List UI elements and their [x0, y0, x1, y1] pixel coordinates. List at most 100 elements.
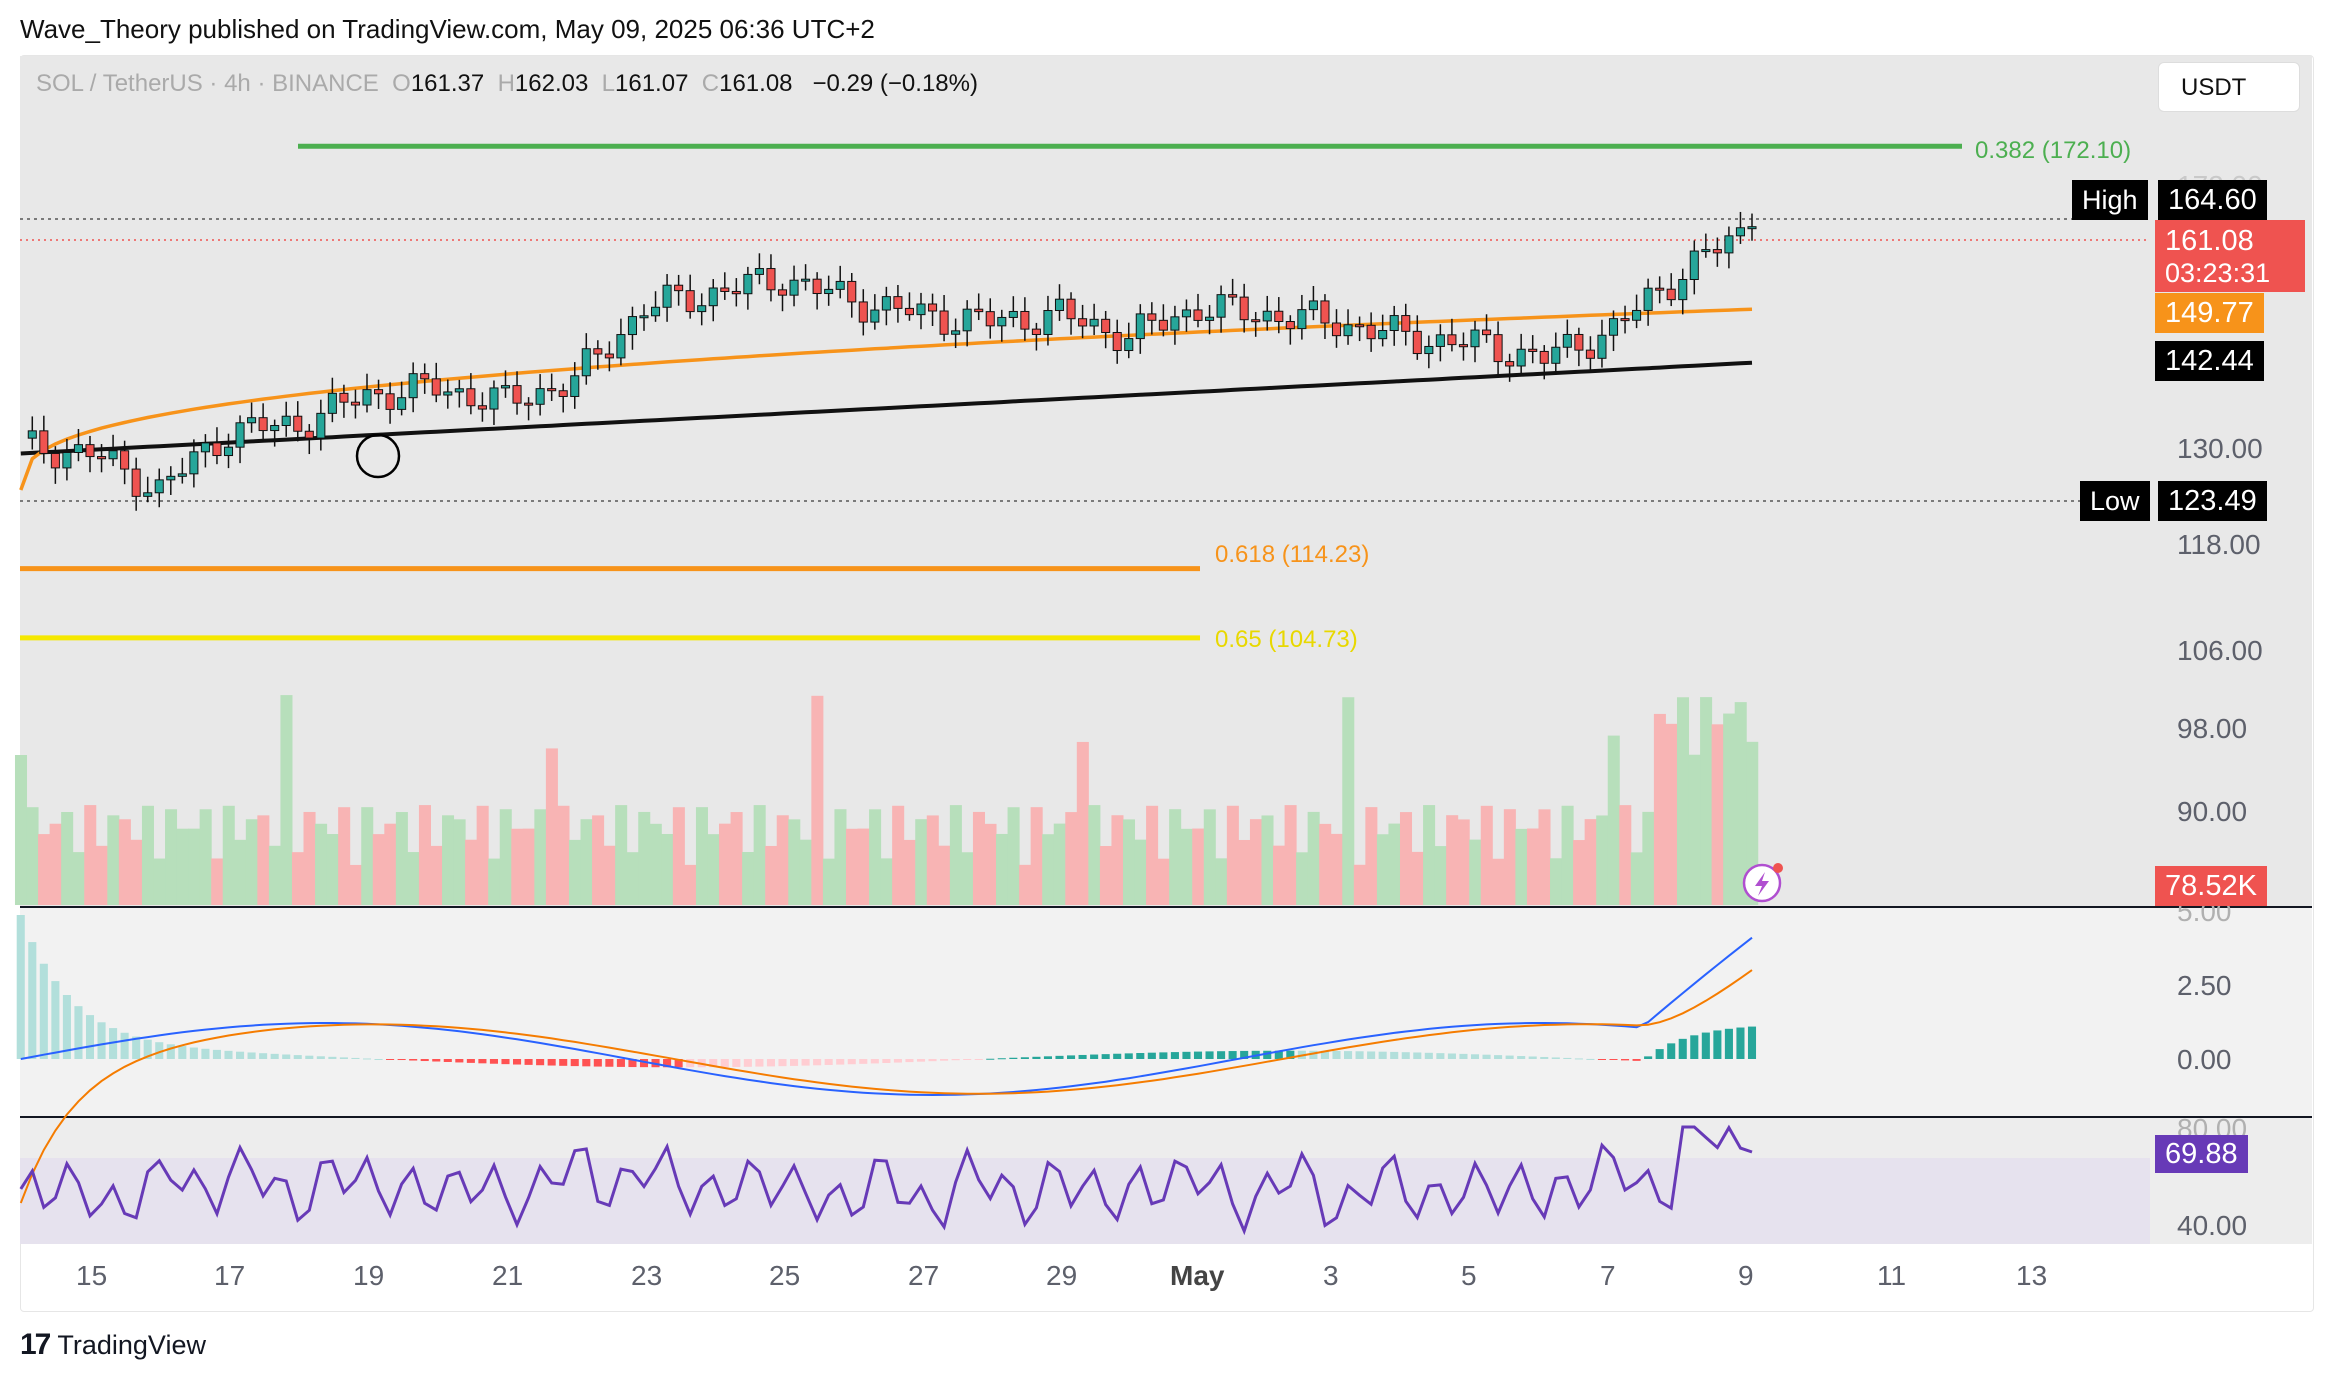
candle-body — [1412, 330, 1422, 355]
time-tick: 23 — [631, 1260, 663, 1291]
candle-body — [951, 330, 961, 335]
volume-bar — [95, 845, 108, 905]
volume-bar — [488, 858, 501, 905]
macd-bar — [593, 1059, 602, 1067]
volume-bar — [1653, 713, 1666, 905]
volume-bar — [280, 695, 293, 905]
volume-bar — [869, 809, 882, 905]
lightning-icon[interactable] — [1742, 863, 1783, 903]
fib-0618-label: 0.618 (114.23) — [1215, 541, 1370, 568]
macd-bar — [1367, 1051, 1376, 1059]
currency-button[interactable]: USDT — [2158, 62, 2300, 112]
macd-bar — [836, 1059, 845, 1065]
macd-bar — [755, 1059, 764, 1067]
macd-bar — [628, 1059, 637, 1068]
candle-body — [974, 308, 984, 313]
volume-bar — [476, 805, 489, 905]
volume-bar — [776, 815, 789, 905]
candle-body — [547, 388, 557, 392]
macd-bar — [1424, 1052, 1433, 1059]
volume-bar — [557, 805, 570, 905]
macd-bar — [97, 1022, 106, 1059]
price-tick-90: 90.00 — [2177, 796, 2248, 827]
macd-bar — [1551, 1057, 1560, 1059]
candle-body — [1308, 300, 1318, 311]
candle-body — [558, 390, 568, 397]
volume-bar — [1342, 697, 1355, 905]
volume-bar — [38, 834, 51, 905]
high-label-tag: High — [2072, 180, 2148, 220]
macd-bar — [1159, 1052, 1168, 1059]
candle-body — [293, 415, 303, 432]
candle-body — [1297, 309, 1307, 330]
time-tick: 17 — [214, 1260, 246, 1291]
volume-bar — [811, 695, 824, 905]
candle-body — [1054, 298, 1065, 312]
volume-bar — [188, 828, 201, 905]
candle-body — [1608, 318, 1619, 336]
volume-bar — [361, 807, 374, 905]
candle-body — [166, 475, 176, 481]
volume-bar — [1238, 839, 1251, 905]
candle-body — [627, 316, 637, 336]
macd-bar — [189, 1047, 198, 1059]
macd-bar — [120, 1032, 129, 1059]
volume-histogram — [14, 695, 1759, 905]
time-tick: 13 — [2016, 1260, 2048, 1291]
macd-bar — [766, 1059, 775, 1067]
macd-bar — [1390, 1051, 1399, 1059]
candle-body — [674, 284, 684, 292]
macd-bar — [1736, 1027, 1745, 1059]
candle-body — [1551, 346, 1561, 364]
candle-body — [1574, 333, 1584, 351]
candle-body — [1193, 309, 1203, 321]
candle-body — [489, 387, 499, 410]
volume-bar — [1388, 823, 1401, 905]
volume-bar — [742, 851, 755, 905]
volume-bar — [26, 807, 39, 905]
volume-bar — [211, 858, 224, 905]
fib-levels — [20, 143, 1962, 641]
candle-body — [812, 278, 822, 295]
volume-bar — [592, 815, 605, 905]
volume-bar — [1146, 805, 1159, 905]
volume-bar — [984, 823, 997, 905]
candle-body — [1689, 250, 1699, 281]
macd-bar — [859, 1059, 868, 1064]
candle-body — [1228, 294, 1238, 298]
time-tick: 25 — [769, 1260, 801, 1291]
macd-bar — [1505, 1055, 1514, 1059]
volume-bar — [1376, 834, 1389, 905]
ema200-tag: 142.44 — [2155, 341, 2264, 381]
candle-body — [1078, 318, 1088, 327]
high-value-tag: 164.60 — [2158, 180, 2267, 220]
volume-bar — [511, 828, 524, 905]
time-tick: 19 — [353, 1260, 385, 1291]
candle-body — [1735, 227, 1745, 237]
macd-bar — [155, 1042, 164, 1059]
candle-body — [1285, 321, 1295, 330]
volume-bar — [1734, 702, 1747, 905]
candle-body — [385, 393, 395, 410]
candle-body — [177, 473, 187, 477]
volume-bar — [130, 839, 143, 905]
macd-bar — [790, 1059, 799, 1066]
candle-body — [1505, 361, 1515, 367]
volume-bar — [649, 823, 662, 905]
macd-bar — [1205, 1051, 1214, 1059]
candle-body — [1343, 324, 1353, 337]
volume-bar — [61, 811, 74, 905]
macd-bar — [420, 1059, 429, 1062]
volume-bar — [1203, 809, 1216, 905]
macd-bar — [1540, 1056, 1549, 1059]
close-value: 161.08 — [719, 70, 793, 97]
candle-body — [997, 316, 1007, 327]
volume-bar — [1573, 840, 1586, 905]
volume-bar — [1584, 819, 1597, 905]
last-price-tag: 161.08 — [2155, 220, 2305, 258]
macd-bar — [674, 1059, 683, 1068]
volume-bar — [349, 864, 362, 905]
candle-body — [62, 451, 72, 469]
candle-body — [1239, 296, 1249, 321]
